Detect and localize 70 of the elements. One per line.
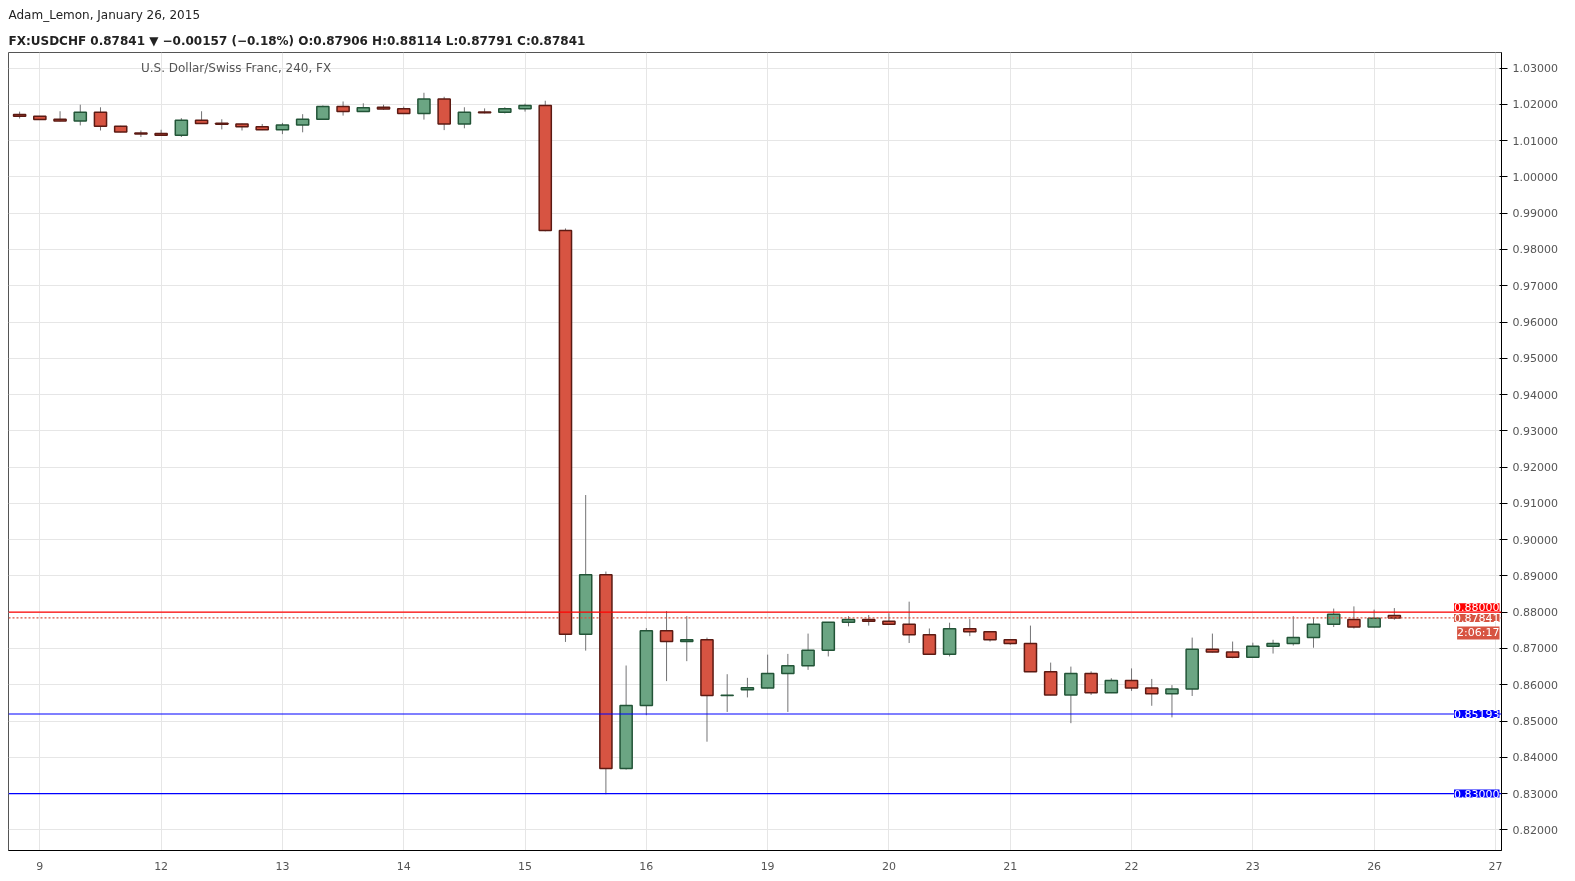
candlestick [134, 129, 148, 138]
y-tick-label: 0.99000 [1512, 207, 1558, 221]
candlestick [1286, 615, 1301, 647]
y-tick-label: 0.86000 [1512, 678, 1558, 692]
candlestick [1205, 633, 1220, 653]
candlestick [457, 106, 472, 129]
candlestick [93, 106, 108, 131]
candlestick [1144, 678, 1159, 707]
candlestick [154, 129, 168, 137]
y-tick-label: 0.96000 [1512, 316, 1558, 330]
y-tick-label: 0.85000 [1512, 715, 1558, 729]
candlestick [1266, 639, 1280, 655]
candlestick [1064, 666, 1078, 724]
candlestick [781, 653, 795, 713]
ref-line-label: 0.83000 [1454, 787, 1500, 801]
ref-line-label: 0.88000 [1454, 601, 1500, 615]
y-tick-label: 0.95000 [1512, 352, 1558, 366]
x-tick-label: 21 [1003, 859, 1018, 873]
candlestick [1084, 670, 1098, 696]
y-tick-label: 1.02000 [1512, 98, 1558, 112]
ref-line-label: 0.85193 [1454, 708, 1500, 722]
candlestick [760, 654, 775, 689]
y-tick-label: 1.03000 [1512, 62, 1558, 76]
x-tick-label: 23 [1245, 859, 1260, 873]
annotation: 2:06:17 [1457, 626, 1500, 640]
x-tick-label: 15 [518, 859, 533, 873]
y-tick-label: 0.83000 [1512, 787, 1558, 801]
x-tick-label: 20 [881, 859, 896, 873]
y-tick-label: 0.93000 [1512, 424, 1558, 438]
x-tick-label: 26 [1367, 859, 1382, 873]
candlestick [174, 117, 189, 138]
y-tick-label: 0.91000 [1512, 497, 1558, 511]
y-tick-label: 0.94000 [1512, 388, 1558, 402]
y-tick-label: 1.00000 [1512, 170, 1558, 184]
candlestick [740, 677, 755, 698]
y-tick-label: 0.87000 [1512, 642, 1558, 656]
x-tick-label: 27 [1488, 859, 1503, 873]
x-tick-label: 16 [639, 859, 654, 873]
candlestick [417, 92, 431, 121]
x-tick-label: 9 [36, 859, 44, 873]
candlestick [1165, 684, 1179, 718]
text: FX:USDCHF 0.87841 ▼ −0.00157 (−0.18%) O:0.87906 H:0.88114 L:0.87791 C:0.87841 [8, 33, 586, 48]
candlestick [1326, 608, 1341, 628]
candlestick [53, 110, 67, 122]
text: U.S. Dollar/Swiss Franc, 240, FX [140, 60, 332, 75]
candlestick [679, 615, 694, 662]
candlestick [336, 100, 350, 117]
candlestick [73, 104, 88, 126]
x-tick-label: 12 [154, 859, 169, 873]
x-tick-label: 22 [1124, 859, 1139, 873]
x-tick-label: 13 [275, 859, 290, 873]
candlestick [1124, 667, 1139, 692]
candlestick [801, 633, 815, 671]
y-tick-label: 0.92000 [1512, 461, 1558, 475]
candlestick [922, 628, 937, 656]
y-tick-label: 0.98000 [1512, 243, 1558, 257]
y-tick-label: 0.82000 [1512, 823, 1558, 837]
y-tick-label: 0.90000 [1512, 533, 1558, 547]
y-tick-label: 0.84000 [1512, 751, 1558, 765]
y-tick-label: 1.01000 [1512, 134, 1558, 148]
y-tick-label: 0.97000 [1512, 279, 1558, 293]
x-tick-label: 14 [396, 859, 411, 873]
candlestick [1306, 616, 1321, 649]
y-tick-label: 0.88000 [1512, 606, 1558, 620]
ref-line-label: 0.87841 [1454, 611, 1500, 625]
candlestick [1043, 662, 1058, 696]
text: Adam_Lemon, January 26, 2015 [8, 7, 201, 22]
x-tick-label: 19 [760, 859, 775, 873]
candlestick [295, 113, 310, 133]
y-tick-label: 0.89000 [1512, 569, 1558, 583]
